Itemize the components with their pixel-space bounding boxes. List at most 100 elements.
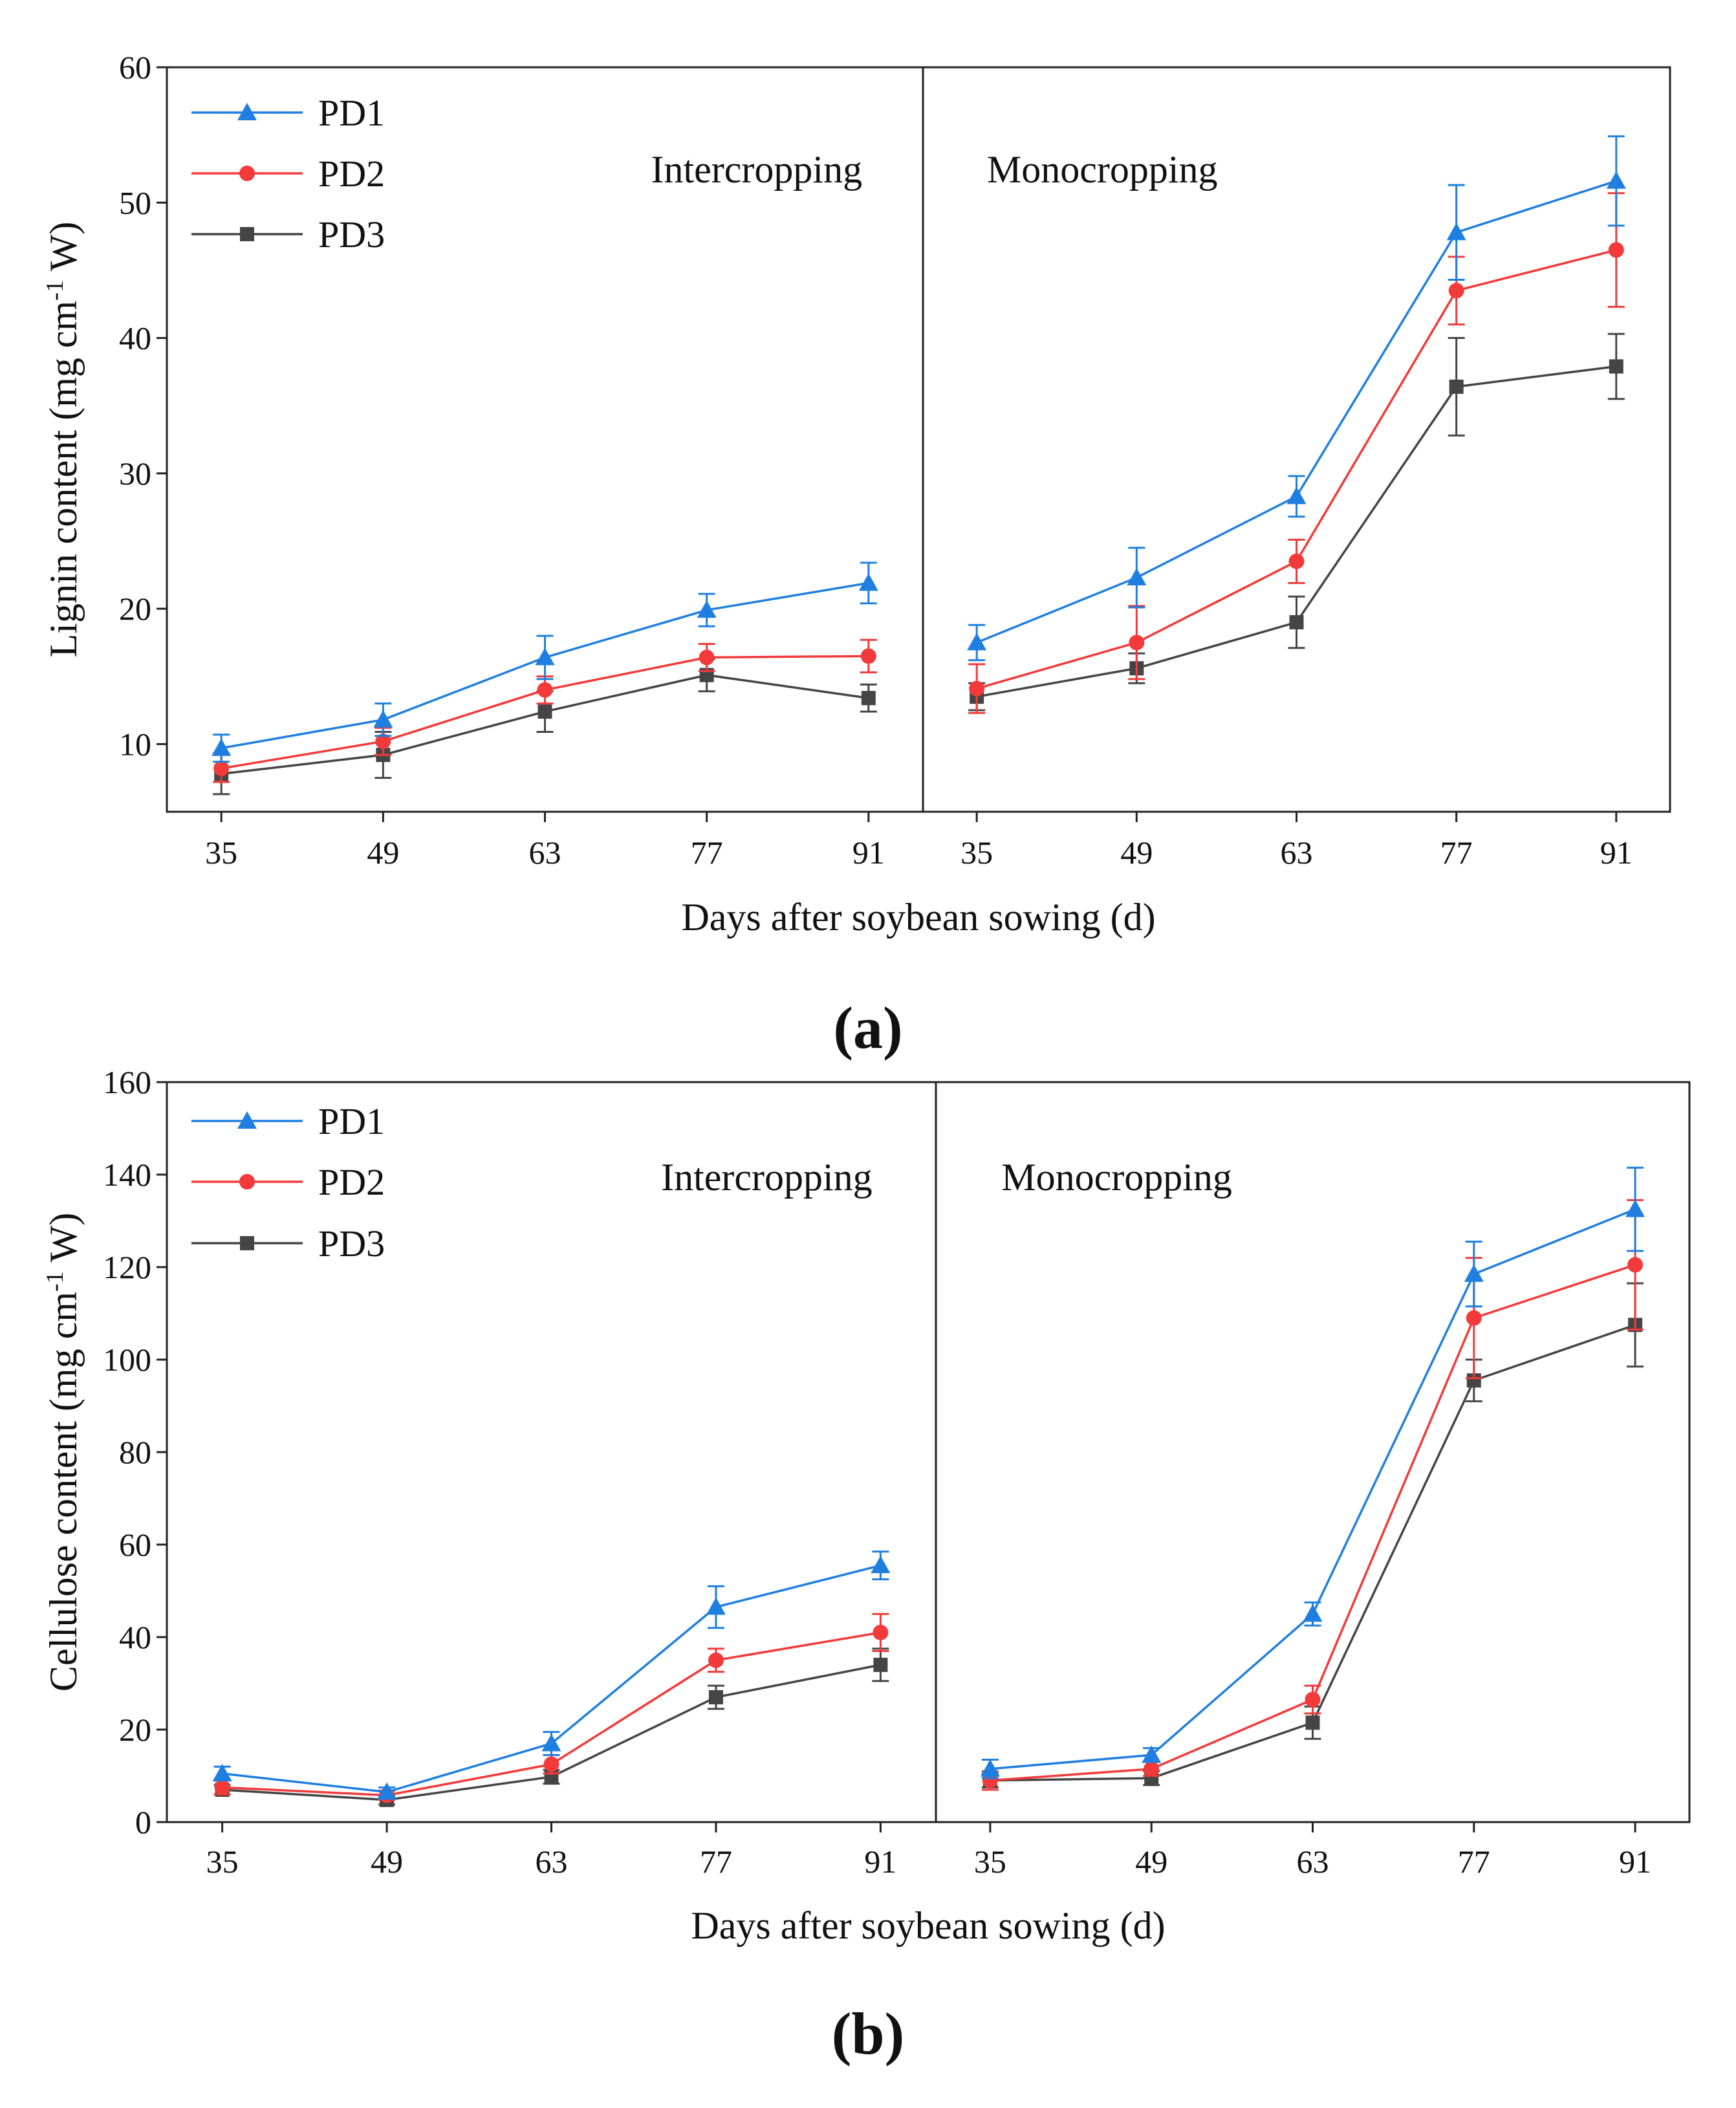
y-tick-label: 160 (103, 1064, 151, 1100)
x-tick-label: 91 (1619, 1843, 1651, 1880)
chart-panel-a: 10 20 30 40 50 60 35 49 63 77 91 35 49 63 77 91 Days aft… (41, 49, 1671, 1061)
data-point (1129, 635, 1145, 651)
data-point (1142, 1745, 1162, 1763)
legend-label-pd1: PD1 (318, 1100, 385, 1142)
panel-label: (b) (832, 2001, 904, 2067)
y-tick-label: 10 (119, 726, 151, 762)
data-point (969, 680, 985, 697)
series-pd2-intercropping (213, 638, 877, 783)
y-tick-label: 20 (119, 1711, 151, 1748)
x-tick-label: 63 (536, 1843, 568, 1880)
data-point (980, 1759, 1000, 1777)
x-tick-label: 77 (700, 1843, 732, 1880)
x-tick-label: 35 (205, 834, 237, 871)
legend-marker-pd1 (237, 103, 257, 120)
legend-label-pd2: PD2 (318, 1161, 385, 1203)
data-point (1286, 486, 1307, 505)
data-point (1609, 359, 1623, 374)
y-axis-title: Lignin content (mg cm-1 W) (41, 222, 85, 658)
x-tick-label: 49 (371, 1843, 403, 1880)
legend-marker-pd2 (239, 1174, 255, 1190)
data-point (708, 1690, 723, 1704)
data-point (1449, 379, 1464, 394)
y-tick-label: 140 (103, 1157, 151, 1193)
data-point (543, 1756, 559, 1772)
y-tick-label: 60 (119, 1527, 151, 1563)
y-axis-title: Cellulose content (mg cm-1 W) (41, 1213, 85, 1691)
data-point (699, 649, 715, 666)
data-point (377, 1782, 397, 1800)
plot-frame (166, 1081, 1691, 1823)
data-point (861, 691, 876, 706)
data-point (1464, 1264, 1484, 1282)
data-point (871, 1556, 891, 1574)
legend: PD1 PD2 PD3 (191, 92, 385, 255)
data-point (373, 710, 393, 728)
legend-label-pd2: PD2 (318, 153, 385, 195)
data-point (214, 1779, 230, 1796)
x-tick-label: 91 (852, 834, 885, 871)
x-tick-label: 63 (1281, 834, 1313, 871)
legend-marker-pd1 (237, 1111, 257, 1129)
data-point (537, 682, 553, 698)
x-tick-label: 63 (529, 834, 561, 871)
x-tick-label: 91 (864, 1843, 896, 1880)
data-point (1305, 1691, 1321, 1708)
series-pd1-intercropping (212, 1550, 891, 1800)
data-point (1466, 1310, 1482, 1326)
data-point (1289, 615, 1304, 630)
series-pd1-monocropping (967, 135, 1626, 662)
data-point (1608, 242, 1624, 258)
data-point (1303, 1604, 1323, 1622)
x-tick-label: 63 (1297, 1843, 1329, 1880)
x-tick-label: 77 (1440, 834, 1473, 871)
panel-label: (a) (833, 995, 902, 1061)
data-point (535, 647, 555, 666)
series-pd1-monocropping (980, 1166, 1645, 1779)
y-tick-label: 100 (103, 1342, 151, 1378)
x-tick-label: 35 (206, 1843, 239, 1880)
data-point (1127, 567, 1147, 585)
data-point (212, 1763, 232, 1781)
data-point (967, 633, 987, 651)
data-point (858, 573, 878, 591)
legend-marker-pd3 (240, 1236, 254, 1250)
region-label-intercropping: Intercropping (661, 1156, 873, 1199)
y-tick-label: 40 (119, 320, 151, 356)
x-tick-label: 35 (974, 1843, 1006, 1880)
y-tick-label: 20 (119, 591, 151, 627)
data-point (212, 738, 232, 756)
x-tick-label: 77 (691, 834, 723, 871)
data-point (873, 1657, 888, 1672)
legend-label-pd3: PD3 (318, 213, 385, 255)
y-tick-label: 30 (119, 455, 151, 492)
series-pd1-intercropping (212, 561, 878, 763)
series-pd2-intercropping (213, 1613, 889, 1803)
x-tick-label: 77 (1458, 1843, 1490, 1880)
series-pd3-monocropping (968, 332, 1625, 712)
data-point (1466, 1373, 1481, 1388)
data-point (1288, 553, 1305, 569)
data-point (1625, 1199, 1645, 1217)
legend-label-pd3: PD3 (318, 1222, 385, 1265)
data-point (537, 704, 552, 719)
region-label-monocropping: Monocropping (1001, 1156, 1232, 1199)
data-point (697, 600, 717, 618)
y-tick-label: 40 (119, 1619, 151, 1655)
y-tick-label: 120 (103, 1249, 151, 1285)
legend-label-pd1: PD1 (318, 92, 385, 134)
data-point (860, 648, 876, 664)
x-axis-title: Days after soybean sowing (d) (681, 896, 1155, 939)
legend: PD1 PD2 PD3 (191, 1100, 385, 1265)
chart-panel-b: 0 20 40 60 80 100 120 140 160 35 49 63 77 91 35 49 63 77 9… (41, 1064, 1691, 2067)
legend-marker-pd2 (239, 166, 255, 181)
x-tick-label: 49 (367, 834, 399, 871)
y-tick-label: 80 (119, 1434, 151, 1470)
plot-frame (166, 66, 1671, 813)
x-tick-label: 49 (1135, 1843, 1167, 1880)
x-tick-label: 91 (1600, 834, 1633, 871)
data-point (1448, 283, 1464, 299)
data-point (1144, 1761, 1160, 1777)
series-pd2-monocropping (981, 1199, 1644, 1791)
region-label-intercropping: Intercropping (651, 148, 863, 191)
